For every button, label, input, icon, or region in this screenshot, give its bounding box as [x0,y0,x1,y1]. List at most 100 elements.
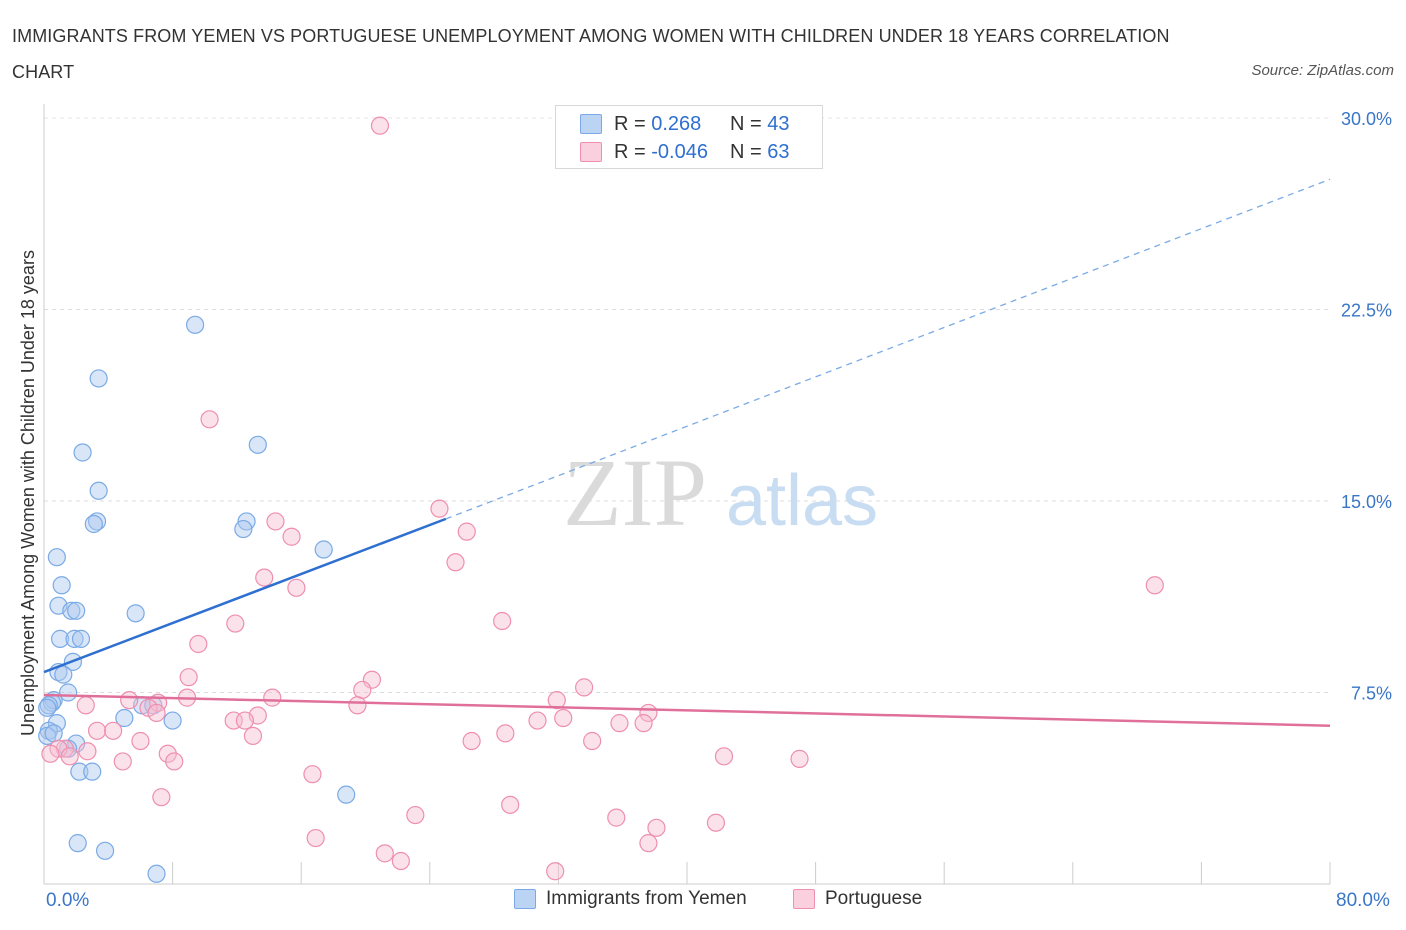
data-point-yemen [38,698,57,717]
data-point-portuguese [348,696,367,715]
trend-line-portuguese [43,693,1331,727]
legend-swatch-portuguese [580,142,602,162]
axes [43,104,1331,885]
data-point-portuguese [639,834,658,853]
data-point-portuguese [104,721,123,740]
data-point-portuguese [266,512,285,531]
legend-n-value-yemen: 43 [767,112,790,135]
data-point-portuguese [76,696,95,715]
data-point-yemen [337,785,356,804]
data-point-portuguese [706,813,726,832]
data-point-portuguese [714,747,734,766]
legend-n-label: N = [730,140,762,163]
data-point-yemen [65,629,84,648]
data-point-portuguese [60,747,79,766]
data-point-portuguese [263,688,282,707]
legend-label-yemen: Immigrants from Yemen [546,888,747,909]
data-point-portuguese [547,691,566,710]
legend-swatch-portuguese [793,889,815,909]
legend-label-portuguese: Portuguese [825,888,923,909]
data-point-yemen [89,369,108,388]
legend-swatch-yemen [514,889,536,909]
watermark: ZIP atlas [563,439,878,546]
data-point-yemen [186,315,205,334]
legend-row-portuguese: R = -0.046 N = 63 [580,139,790,165]
data-point-portuguese [790,749,809,768]
legend-n-value-portuguese: 63 [767,140,790,163]
data-point-portuguese [457,522,476,541]
watermark-zip: ZIP [563,439,707,546]
data-point-portuguese [78,742,97,761]
legend-r-label: R = [614,140,652,163]
data-point-yemen [163,711,182,730]
legend-item-portuguese: Portuguese [793,888,922,910]
data-point-yemen [89,481,108,500]
data-point-yemen [68,834,87,853]
data-point-portuguese [87,721,107,740]
tick-labels: 7.5% 15.0% 22.5% 30.0% [1341,109,1392,704]
x-tick-label-max: 80.0% [1336,890,1390,911]
data-point-portuguese [179,668,198,687]
data-point-portuguese [120,691,139,710]
data-point-portuguese [406,805,425,825]
data-point-yemen [84,514,103,534]
data-point-portuguese [41,744,60,763]
data-point-portuguese [303,765,322,784]
data-points [38,116,1164,883]
legend-item-yemen: Immigrants from Yemen [514,888,747,910]
chart-title: IMMIGRANTS FROM YEMEN VS PORTUGUESE UNEM… [12,26,1170,82]
data-point-portuguese [147,703,166,723]
data-point-portuguese [375,844,394,863]
data-point-yemen [70,762,89,781]
data-point-portuguese [131,731,150,751]
y-tick-label: 7.5% [1351,684,1392,704]
data-point-portuguese [496,724,515,743]
data-point-portuguese [462,731,481,751]
data-point-portuguese [287,578,306,597]
y-axis-label: Unemployment Among Women with Children U… [18,250,38,736]
data-point-portuguese [647,818,666,837]
data-point-portuguese [391,851,410,871]
correlation-legend: R = 0.268 N = 43 R = -0.046 N = 63 [555,105,823,169]
data-point-yemen [314,540,333,559]
x-tick-label-min: 0.0% [46,890,90,911]
data-point-portuguese [235,711,255,730]
legend-swatch-yemen [580,114,602,134]
data-point-yemen [71,629,91,648]
data-point-yemen [50,629,70,648]
data-point-yemen [248,435,267,454]
data-point-yemen [54,665,73,684]
data-point-portuguese [165,752,184,771]
watermark-atlas: atlas [726,461,878,541]
trend-lines [43,178,1331,727]
data-point-portuguese [607,808,626,827]
data-point-portuguese [575,678,594,697]
legend-n-label: N = [730,112,762,135]
data-point-yemen [115,708,134,728]
legend-r-value-yemen: 0.268 [651,112,702,135]
data-point-portuguese [546,862,565,881]
y-tick-label: 22.5% [1341,301,1392,321]
data-point-portuguese [226,614,245,633]
data-point-portuguese [493,611,512,631]
data-point-yemen [67,601,86,620]
data-point-portuguese [353,680,372,700]
data-point-portuguese [446,553,465,572]
data-point-portuguese [113,752,132,771]
data-point-yemen [95,841,115,860]
data-point-yemen [73,443,92,462]
y-tick-label: 15.0% [1341,492,1392,512]
data-point-yemen [147,864,166,883]
data-point-portuguese [1145,576,1164,595]
data-point-portuguese [610,714,629,733]
data-point-yemen [44,724,63,743]
trend-line-yemen [43,517,447,674]
data-point-yemen [62,601,81,620]
legend-row-yemen: R = 0.268 N = 43 [580,111,790,137]
legend-r-label: R = [614,112,652,135]
data-point-yemen [126,604,145,623]
data-point-portuguese [528,711,547,730]
source-label: Source: ZipAtlas.com [1251,62,1394,79]
data-point-portuguese [282,527,301,546]
